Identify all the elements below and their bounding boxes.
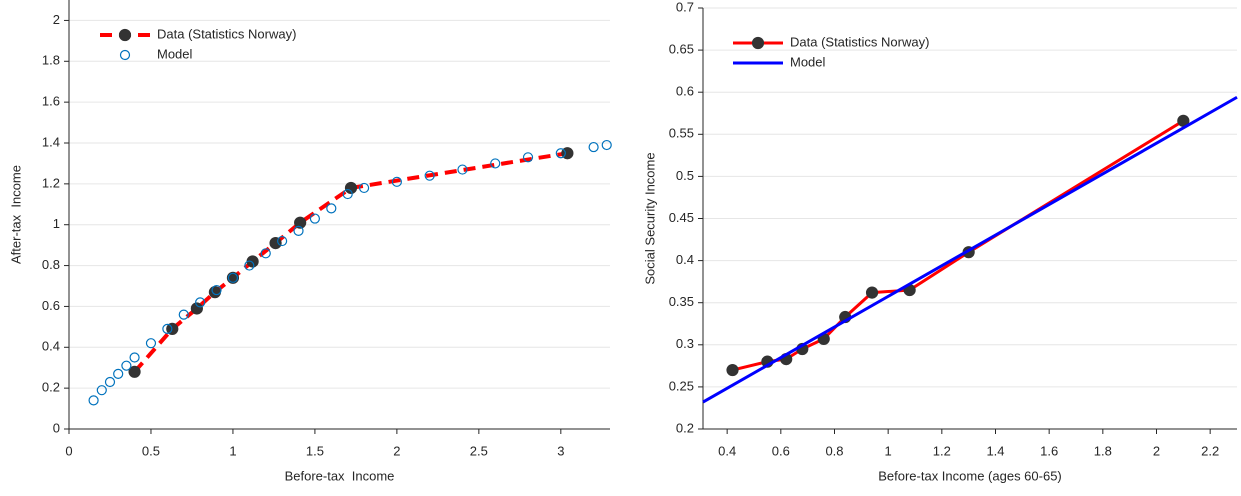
x-tick-label: 1 (885, 443, 892, 458)
y-tick-label: 0.2 (42, 380, 60, 395)
legend-marker (119, 49, 131, 61)
data-point (555, 148, 566, 159)
legend-marker (118, 28, 132, 42)
x-tick-label: 1.8 (1094, 443, 1112, 458)
data-point (726, 363, 739, 377)
y-tick-label: 0.6 (42, 298, 60, 313)
data-point (129, 352, 140, 363)
data-point (391, 176, 402, 187)
data-point (113, 368, 124, 379)
data-point (244, 260, 255, 271)
data-point (344, 181, 358, 195)
y-tick-label: 1 (53, 216, 60, 231)
y-tick-label: 0.45 (669, 210, 694, 225)
data-point (96, 385, 107, 396)
data-point (190, 302, 203, 315)
data-point (227, 272, 239, 283)
data-point (145, 338, 157, 349)
y-tick-label: 0.4 (42, 339, 60, 354)
series-line (133, 151, 568, 374)
y-tick-label: 0.4 (676, 252, 694, 267)
plot: 0.2 0.25 0.3 0.35 0.4 0.45 0.5 0.55 0.6 0.65 0.7 0.… (642, 0, 1238, 483)
data-point (293, 225, 304, 236)
x-tick-label: 1.4 (986, 443, 1004, 458)
x-tick-label: 1.2 (933, 443, 951, 458)
data-point (121, 360, 132, 371)
data-point (490, 158, 501, 169)
x-tick-label: 0 (65, 443, 72, 458)
x-tick-label: 2 (1153, 443, 1160, 458)
data-point (260, 248, 271, 259)
data-point (358, 182, 370, 194)
y-tick-label: 1.4 (42, 134, 60, 149)
data-point (457, 164, 468, 175)
y-tick-label: 0.5 (676, 168, 694, 183)
x-tick-label: 2 (393, 443, 400, 458)
x-tick-label: 0.4 (718, 443, 736, 458)
y-tick-label: 2 (53, 12, 60, 27)
data-point (162, 323, 173, 334)
y-tick-label: 0.3 (676, 336, 694, 351)
data-point (309, 213, 321, 224)
y-tick-label: 0.65 (669, 42, 694, 57)
x-tick-label: 1.6 (1040, 443, 1058, 458)
data-point (277, 235, 288, 247)
x-tick-label: 1.5 (306, 443, 324, 458)
y-tick-label: 0 (53, 420, 60, 435)
data-point (211, 284, 222, 296)
data-point (269, 237, 282, 250)
data-point (522, 152, 534, 163)
data-point (128, 365, 141, 378)
x-tick-label: 3 (557, 443, 564, 458)
data-point (865, 286, 879, 299)
legend-label: Data (Statistics Norway) (790, 34, 929, 49)
data-point (342, 188, 353, 200)
legend-label: Model (790, 54, 826, 69)
y-tick-label: 0.6 (676, 84, 694, 99)
series-line (702, 95, 1238, 404)
x-tick-label: 2.5 (470, 443, 488, 458)
x-axis-label: Before-tax Income (ages 60-65) (878, 468, 1062, 483)
y-tick-label: 1.6 (42, 94, 60, 109)
data-point (104, 376, 116, 388)
data-point (601, 139, 612, 151)
data-point (208, 286, 222, 299)
y-tick-label: 1.2 (42, 175, 60, 190)
x-axis-label: Before-tax Income (285, 468, 395, 483)
data-point (588, 141, 599, 153)
data-point (88, 395, 99, 406)
y-tick-label: 0.8 (42, 257, 60, 272)
x-tick-label: 1 (229, 443, 236, 458)
y-tick-label: 0.7 (676, 0, 694, 14)
data-point (195, 297, 206, 308)
legend-label: Model (157, 46, 193, 61)
y-axis-label: Social Security Income (642, 152, 657, 284)
data-point (326, 203, 337, 214)
series-line (732, 119, 1185, 372)
y-tick-label: 0.25 (669, 378, 694, 393)
x-tick-label: 0.6 (772, 443, 790, 458)
data-point (424, 170, 435, 181)
y-tick-label: 0.35 (669, 294, 694, 309)
legend-label: Data (Statistics Norway) (157, 26, 296, 41)
plot: 0 0.2 0.4 0.6 0.8 1 1.2 1.4 1.6 1.8 2 0 0.5 1 1.5 2 2.5 3… (8, 0, 612, 483)
x-tick-label: 0.8 (825, 443, 843, 458)
data-point (294, 216, 307, 229)
y-tick-label: 1.8 (42, 53, 60, 68)
data-point (226, 271, 240, 284)
data-point (178, 309, 189, 320)
y-tick-label: 0.2 (676, 420, 694, 435)
y-tick-label: 0.55 (669, 126, 694, 141)
legend-marker (751, 36, 765, 50)
x-tick-label: 0.5 (142, 443, 160, 458)
y-axis-label: After-tax Income (8, 165, 23, 264)
x-tick-label: 2.2 (1201, 443, 1219, 458)
